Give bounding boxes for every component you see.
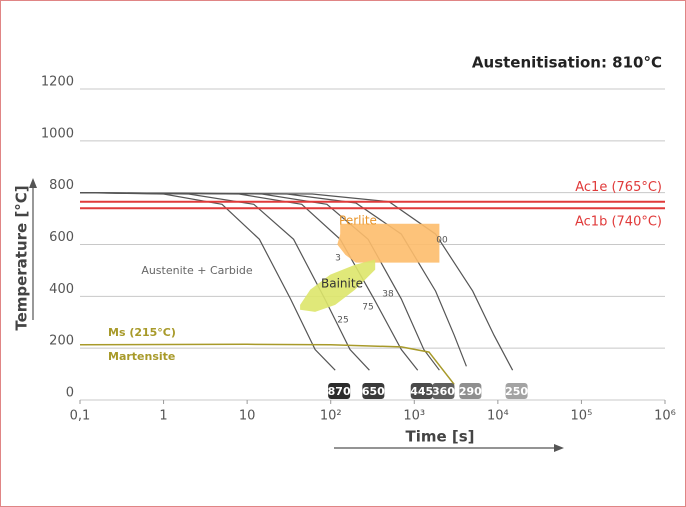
hardness-label: 250 <box>505 385 528 398</box>
x-axis-title: Time [s] <box>405 428 474 446</box>
hardness-label: 650 <box>362 385 385 398</box>
x-tick-label: 10² <box>320 409 342 424</box>
annotation: 38 <box>382 290 394 300</box>
hardness-box <box>410 383 433 399</box>
y-tick-label: 1000 <box>41 126 74 141</box>
y-tick-label: 600 <box>49 230 74 245</box>
hardness-box <box>432 383 455 399</box>
x-axis-arrowhead <box>554 444 564 452</box>
y-tick-label: 1200 <box>41 75 74 90</box>
hardness-box <box>362 383 385 399</box>
reference-label: Ac1b (740°C) <box>575 215 662 230</box>
region-label: Perlite <box>339 214 377 228</box>
reference-label: Ac1e (765°C) <box>575 180 662 195</box>
ms-line <box>79 343 455 385</box>
region-label: Bainite <box>321 277 363 291</box>
y-tick-label: 0 <box>66 386 74 401</box>
hardness-label: 870 <box>328 385 351 398</box>
annotation: 25 <box>337 316 348 326</box>
x-tick-label: 10³ <box>403 409 425 424</box>
chart-title: Austenitisation: 810°C <box>472 54 662 72</box>
hardness-label: 445 <box>410 385 433 398</box>
hardness-label: 360 <box>432 385 455 398</box>
x-tick-label: 0,1 <box>70 409 91 424</box>
annotation: Austenite + Carbide <box>141 264 253 277</box>
y-tick-label: 400 <box>49 282 74 297</box>
annotation: 75 <box>362 303 373 313</box>
annotation: 3 <box>335 254 341 264</box>
y-tick-label: 800 <box>49 178 74 193</box>
x-tick-label: 1 <box>159 409 167 424</box>
y-axis-title: Temperature [°C] <box>13 185 31 330</box>
y-axis-arrowhead <box>29 178 37 188</box>
y-tick-label: 200 <box>49 334 74 349</box>
x-tick-label: 10 <box>239 409 256 424</box>
annotation: Martensite <box>108 350 175 363</box>
hardness-box <box>459 383 482 399</box>
annotation: 00 <box>436 236 448 246</box>
hardness-box <box>505 383 528 399</box>
ms-label: Ms (215°C) <box>108 326 176 339</box>
hardness-box <box>328 383 351 399</box>
phase-region <box>337 223 440 263</box>
x-tick-label: 10⁶ <box>654 409 676 424</box>
hardness-label: 290 <box>459 385 482 398</box>
x-tick-label: 10⁵ <box>571 409 593 424</box>
x-tick-label: 10⁴ <box>487 409 509 424</box>
phase-region <box>300 259 376 312</box>
